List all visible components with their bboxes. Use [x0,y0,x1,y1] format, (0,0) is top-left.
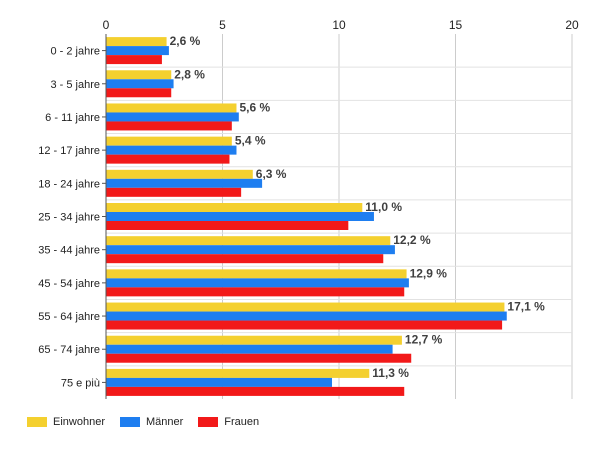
legend-label: Einwohner [53,416,105,428]
category-label: 18 - 24 jahre [38,178,100,190]
bar-mnner-4 [106,178,263,188]
bar-frauen-6 [106,254,384,264]
bar-mnner-2 [106,112,239,122]
bar-einwohner-9 [106,335,402,345]
legend-label: Männer [145,416,184,428]
bar-mnner-6 [106,245,395,255]
bar-frauen-10 [106,386,405,396]
bar-frauen-5 [106,221,349,230]
bar-einwohner-6 [106,236,391,246]
bar-mnner-9 [106,344,393,354]
bar-frauen-1 [106,88,172,98]
bar-frauen-0 [106,55,162,65]
x-tick-label: 5 [219,18,226,32]
legend-swatch [27,417,47,427]
x-tick-label: 15 [449,18,463,32]
data-label: 5,6 % [239,100,270,114]
data-label: 11,0 % [365,200,402,214]
legend-item: Einwohner [27,416,105,428]
data-label: 17,1 % [507,300,545,314]
data-label: 12,7 % [405,333,443,347]
bar-frauen-7 [106,287,405,297]
data-label: 2,6 % [170,34,201,48]
bar-mnner-7 [106,278,409,288]
category-label: 75 e più [61,377,100,389]
data-label: 2,8 % [174,67,205,81]
bar-mnner-3 [106,145,237,155]
category-label: 45 - 54 jahre [38,278,100,290]
category-label: 25 - 34 jahre [38,212,100,224]
legend-item: Männer [119,416,184,428]
category-label: 3 - 5 jahre [50,79,100,91]
legend-label: Frauen [224,416,260,428]
x-tick-label: 0 [103,18,110,32]
bar-einwohner-10 [106,368,370,378]
category-label: 55 - 64 jahre [38,311,100,323]
bar-einwohner-4 [106,169,253,179]
category-label: 35 - 44 jahre [38,245,100,257]
category-label: 6 - 11 jahre [45,112,100,124]
bar-einwohner-2 [106,103,237,113]
bar-frauen-3 [106,154,230,164]
bar-mnner-0 [106,46,169,56]
bar-frauen-9 [106,353,412,363]
data-label: 5,4 % [235,134,266,148]
bar-mnner-5 [106,212,374,221]
bar-einwohner-7 [106,269,407,279]
bar-mnner-10 [106,377,333,387]
bar-einwohner-1 [106,70,172,80]
legend-item: Frauen [198,416,259,428]
legend-swatch [119,417,140,427]
category-label: 0 - 2 jahre [50,46,100,58]
bar-einwohner-8 [106,302,505,312]
bar-frauen-2 [106,121,232,131]
category-label: 65 - 74 jahre [38,344,100,356]
category-label: 12 - 17 jahre [38,145,100,157]
bar-mnner-1 [106,79,174,89]
x-tick-label: 20 [565,18,579,32]
bar-einwohner-3 [106,136,232,146]
legend: Einwohner Männer Frauen [27,416,274,428]
data-label: 12,2 % [393,233,431,247]
bar-mnner-8 [106,311,507,321]
bar-frauen-4 [106,187,242,197]
legend-swatch [198,417,219,427]
data-label: 6,3 % [256,167,287,181]
data-label: 12,9 % [410,266,448,280]
data-label: 11,3 % [372,366,409,380]
bar-einwohner-5 [106,203,363,212]
bar-frauen-8 [106,320,503,330]
x-tick-label: 10 [332,18,346,32]
bar-einwohner-0 [106,37,167,47]
